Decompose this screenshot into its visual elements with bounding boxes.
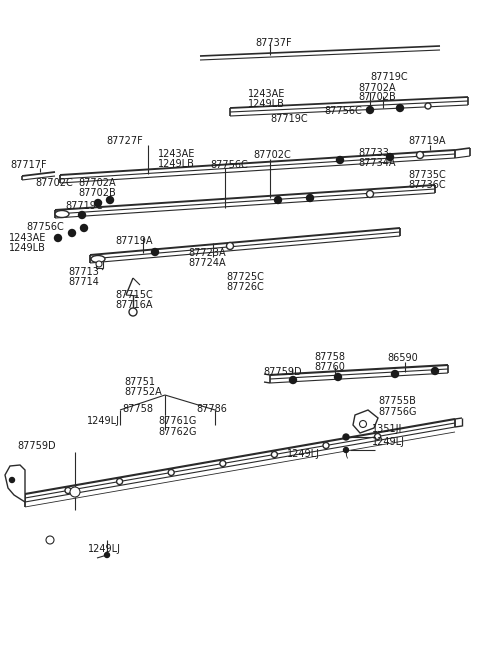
Text: 87702C: 87702C (35, 178, 73, 188)
Text: (: ( (344, 448, 348, 458)
Text: 87760: 87760 (314, 362, 345, 372)
Text: 87719C: 87719C (270, 114, 308, 124)
Text: 87702B: 87702B (78, 188, 116, 198)
Circle shape (396, 105, 404, 111)
Ellipse shape (91, 255, 105, 263)
Text: 1249LB: 1249LB (248, 99, 285, 109)
Circle shape (271, 451, 277, 457)
Circle shape (129, 308, 137, 316)
Text: 87786: 87786 (196, 404, 227, 414)
Text: 87751: 87751 (124, 377, 155, 387)
Text: 87725C: 87725C (226, 272, 264, 282)
Circle shape (81, 225, 87, 231)
Circle shape (336, 157, 344, 164)
Text: 87758: 87758 (314, 352, 345, 362)
Text: 87717F: 87717F (10, 160, 47, 170)
Circle shape (46, 536, 54, 544)
Polygon shape (5, 465, 25, 502)
Polygon shape (353, 410, 378, 433)
Circle shape (117, 479, 122, 485)
Text: 87715C: 87715C (115, 290, 153, 300)
Text: 1243AE: 1243AE (248, 89, 286, 99)
Ellipse shape (55, 210, 69, 217)
Circle shape (367, 107, 373, 113)
Polygon shape (96, 260, 103, 268)
Circle shape (289, 377, 297, 383)
Text: 87719C: 87719C (370, 72, 408, 82)
Circle shape (344, 447, 348, 453)
Text: 87702B: 87702B (358, 92, 396, 102)
Text: 87727F: 87727F (106, 136, 143, 146)
Circle shape (386, 153, 394, 160)
Circle shape (323, 443, 329, 449)
Circle shape (275, 196, 281, 204)
Text: 87756C: 87756C (324, 106, 362, 116)
Text: 87719C: 87719C (65, 201, 103, 211)
Circle shape (220, 460, 226, 466)
Circle shape (335, 373, 341, 381)
Circle shape (107, 196, 113, 204)
Text: 87759D: 87759D (17, 441, 56, 451)
Text: 87724A: 87724A (188, 258, 226, 268)
Text: 87762G: 87762G (158, 427, 196, 437)
Circle shape (360, 421, 367, 428)
Text: 87714: 87714 (68, 277, 99, 287)
Text: 87702A: 87702A (358, 83, 396, 93)
Circle shape (374, 434, 381, 440)
Text: 87761G: 87761G (158, 416, 196, 426)
Text: 86590: 86590 (387, 353, 418, 363)
Text: 1243AE: 1243AE (9, 233, 47, 243)
Text: 1351JI: 1351JI (372, 424, 402, 434)
Text: 87726C: 87726C (226, 282, 264, 292)
Text: 87756C: 87756C (26, 222, 64, 232)
Circle shape (152, 248, 158, 255)
Text: 87759D: 87759D (263, 367, 301, 377)
Text: 1249LJ: 1249LJ (372, 437, 405, 447)
Circle shape (168, 470, 174, 476)
Circle shape (72, 489, 79, 495)
Circle shape (432, 367, 439, 375)
Text: 1249LJ: 1249LJ (287, 449, 320, 459)
Circle shape (79, 212, 85, 219)
Circle shape (307, 195, 313, 202)
Text: 1249LJ: 1249LJ (88, 544, 121, 554)
Text: 1249LJ: 1249LJ (87, 416, 120, 426)
Circle shape (367, 191, 373, 198)
Text: 1243AE: 1243AE (158, 149, 195, 159)
Circle shape (48, 538, 52, 542)
Circle shape (105, 553, 109, 557)
Text: 87756G: 87756G (378, 407, 417, 417)
Circle shape (95, 200, 101, 206)
Text: 87733: 87733 (358, 148, 389, 158)
Circle shape (425, 103, 431, 109)
Circle shape (10, 477, 14, 483)
Circle shape (55, 234, 61, 242)
Text: 87713: 87713 (68, 267, 99, 277)
Text: 87719A: 87719A (408, 136, 445, 146)
Text: 87735C: 87735C (408, 170, 446, 180)
Circle shape (343, 434, 349, 440)
Text: 87702C: 87702C (253, 150, 291, 160)
Circle shape (65, 487, 71, 493)
Text: 87716A: 87716A (115, 300, 153, 310)
Text: 87752A: 87752A (124, 387, 162, 397)
Circle shape (392, 371, 398, 377)
Text: 1249LB: 1249LB (9, 243, 46, 253)
Text: 87723A: 87723A (188, 248, 226, 258)
Text: 87755B: 87755B (378, 396, 416, 406)
Circle shape (69, 229, 75, 236)
Text: 87737F: 87737F (255, 38, 292, 48)
Circle shape (417, 151, 423, 159)
Circle shape (96, 261, 102, 267)
Text: 87719A: 87719A (115, 236, 153, 246)
Text: 87756C: 87756C (210, 160, 248, 170)
Text: 87734A: 87734A (358, 158, 396, 168)
Text: 87702A: 87702A (78, 178, 116, 188)
Circle shape (227, 242, 233, 250)
Text: 87758: 87758 (122, 404, 153, 414)
Circle shape (70, 487, 80, 497)
Text: 87736C: 87736C (408, 180, 445, 190)
Text: 1249LB: 1249LB (158, 159, 195, 169)
